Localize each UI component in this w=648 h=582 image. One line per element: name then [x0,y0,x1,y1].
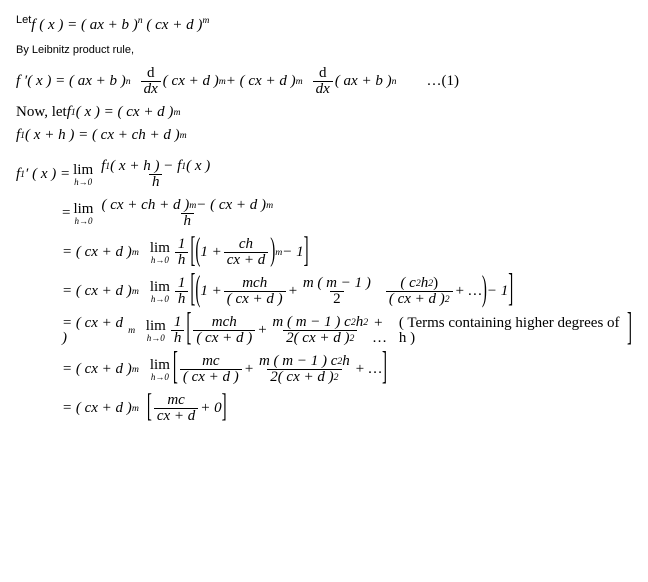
step3: = ( cx + d )m limh→0 1h [ ( 1 + chcx + d… [62,237,632,268]
f1shift: f1 ( x + h ) = ( cx + ch + d )m [16,128,632,143]
intro-line: Let f ( x ) = ( ax + b )n ( cx + d )m [16,14,632,36]
step7: = ( cx + d )m [ mccx + d + 0 ] [62,393,632,424]
step4: = ( cx + d )m limh→0 1h [ ( 1 + mch( cx … [62,276,632,307]
intro-math: f ( x ) = ( ax + b )n ( cx + d )m [31,18,209,33]
step6: = ( cx + d )m limh→0 [ mc( cx + d ) + m … [62,354,632,385]
leibnitz-line: By Leibnitz product rule, [16,44,632,56]
let-word: Let [16,14,31,26]
step2: = limh→0 ( cx + ch + d )m − ( cx + d )m … [62,198,632,229]
eq1: f ′( x ) = ( ax + b )n ddx ( cx + d )m +… [16,66,632,97]
deriv-def: f1′ ( x ) = limh→0 f1 ( x + h ) − f1 ( x… [16,159,632,190]
nowlet: Now, let f1 ( x ) = ( cx + d )m [16,105,632,120]
step5: = ( cx + d )m limh→0 1h [ mch( cx + d ) … [62,315,632,346]
